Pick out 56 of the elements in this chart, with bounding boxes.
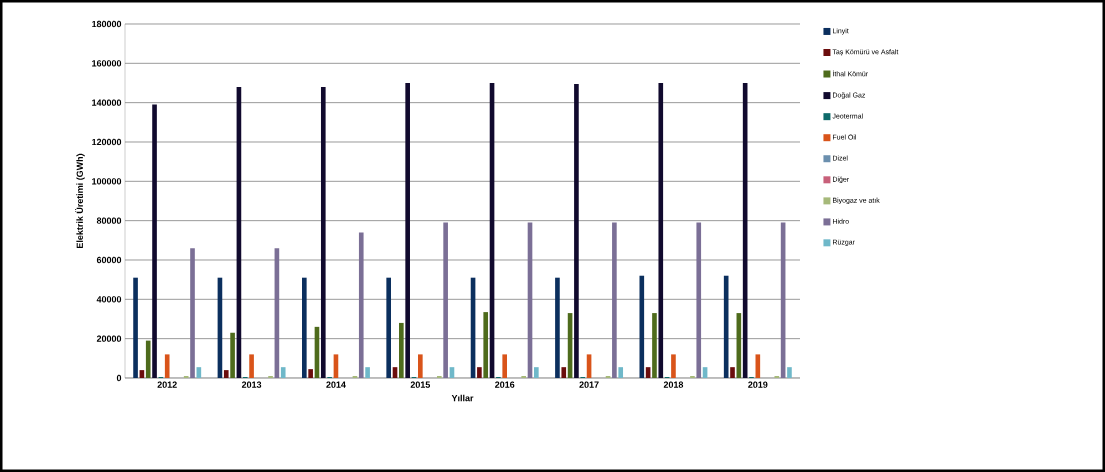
- bar: [164, 354, 170, 378]
- x-axis-title: Yıllar: [451, 394, 474, 402]
- bar: [658, 82, 664, 378]
- bar: [145, 340, 151, 378]
- bar: [534, 367, 539, 378]
- bar: [152, 104, 157, 378]
- bar: [133, 277, 138, 378]
- bar: [652, 313, 657, 378]
- bar: [561, 367, 567, 378]
- y-tick-label: 80000: [96, 217, 122, 224]
- y-tick-label: 120000: [92, 138, 122, 146]
- bar: [477, 367, 482, 378]
- bar: [574, 83, 579, 378]
- bar: [787, 367, 792, 378]
- bar: [320, 86, 326, 378]
- bar: [405, 82, 410, 378]
- bar: [358, 232, 364, 378]
- bar: [230, 332, 235, 378]
- y-tick-label: 180000: [92, 20, 122, 28]
- bar: [399, 322, 404, 378]
- y-tick-label: 140000: [92, 99, 122, 106]
- y-tick-label: 40000: [96, 296, 122, 303]
- bar: [386, 277, 391, 378]
- bar: [612, 222, 617, 378]
- bar: [190, 248, 195, 378]
- bar: [555, 277, 560, 378]
- x-tick-label: 2012: [157, 381, 177, 388]
- bar: [502, 354, 508, 378]
- bar: [418, 354, 423, 378]
- y-tick-label: 100000: [92, 178, 122, 185]
- bar: [301, 277, 307, 378]
- bar: [483, 312, 489, 378]
- y-axis-title: Elektrik Üretimi (GWh): [75, 153, 85, 248]
- bar: [671, 354, 676, 378]
- x-tick-label: 2014: [326, 381, 346, 388]
- x-tick-label: 2017: [579, 381, 599, 388]
- x-tick-label: 2013: [241, 381, 262, 388]
- bar: [618, 367, 624, 378]
- y-tick-label: 160000: [92, 60, 122, 67]
- y-tick-label: 60000: [96, 256, 122, 264]
- x-tick-label: 2019: [748, 381, 768, 388]
- bar: [308, 369, 313, 378]
- x-tick-label: 2015: [410, 381, 431, 388]
- bar: [249, 354, 254, 378]
- bar: [443, 222, 448, 378]
- bar: [755, 354, 761, 378]
- y-tick-label: 0: [116, 374, 122, 382]
- bar: [639, 275, 645, 378]
- x-tick-label: 2018: [663, 381, 684, 388]
- bar: [365, 367, 370, 378]
- bar: [280, 367, 286, 378]
- bar: [696, 222, 702, 378]
- bar: [223, 370, 229, 378]
- x-tick-label: 2016: [495, 381, 515, 388]
- bar: [730, 367, 735, 378]
- y-tick-label: 20000: [96, 335, 122, 342]
